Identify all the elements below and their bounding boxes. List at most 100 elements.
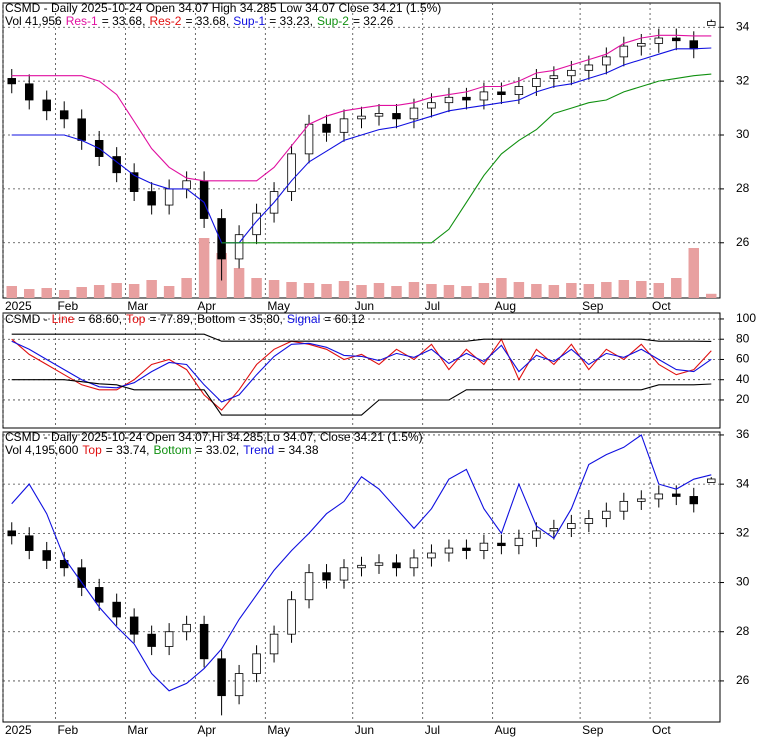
candle-body — [392, 113, 401, 120]
header-item: = 33.23, — [269, 14, 313, 28]
candle-body — [427, 552, 436, 559]
x-tick-label: Jul — [425, 299, 440, 313]
candle-body — [182, 180, 191, 190]
candle-body — [24, 535, 34, 551]
volume-bar — [233, 268, 245, 298]
series-line — [11, 338, 712, 411]
series-line — [11, 379, 712, 416]
x-tick-label: Jun — [355, 723, 374, 737]
y-tick-label: 80 — [736, 331, 750, 345]
candle-body — [252, 212, 261, 236]
candle-body — [619, 500, 629, 512]
candle-body — [707, 21, 716, 26]
candle-body — [689, 40, 699, 50]
header-item: Line — [52, 312, 75, 326]
header-item: Bottom — [197, 312, 235, 326]
volume-bar — [373, 283, 385, 298]
volume-bar — [706, 293, 717, 298]
candle-body — [707, 478, 716, 483]
candle-body — [269, 633, 279, 655]
x-tick-label: Sep — [582, 299, 604, 313]
x-tick-label: Apr — [197, 299, 216, 313]
candle-body — [584, 64, 594, 71]
volume-bar — [513, 282, 525, 298]
volume-bar — [58, 290, 70, 298]
candle-body — [409, 107, 419, 120]
candle-body — [304, 572, 314, 601]
candle-body — [199, 623, 209, 660]
panel-frame — [2, 312, 721, 429]
candle-body — [252, 653, 261, 674]
y-tick-label: 34 — [736, 19, 750, 33]
y-tick-label: 28 — [736, 624, 750, 638]
header-item: = 60.12 — [324, 312, 365, 326]
volume-bar — [146, 280, 157, 298]
candle-body — [689, 496, 699, 505]
x-tick-label: Apr — [197, 723, 216, 737]
candle-body — [497, 91, 506, 95]
candle-body — [112, 601, 121, 618]
x-tick-label: Aug — [495, 299, 516, 313]
x-tick-label: Oct — [652, 723, 671, 737]
header-line: Vol 41,956 Res-1 = 33.68, Res-2 = 33.68, Sup-… — [5, 14, 394, 28]
volume-bar — [163, 286, 175, 298]
candle-body — [602, 56, 611, 66]
y-tick-label: 60 — [736, 352, 750, 366]
y-tick-label: 30 — [736, 575, 750, 589]
volume-bar — [636, 281, 647, 298]
volume-bar — [76, 287, 87, 298]
candle-body — [164, 188, 174, 206]
panel-frame — [2, 431, 721, 723]
x-tick-label: Feb — [57, 723, 78, 737]
candle-body — [147, 191, 156, 206]
header-item: Vol 4,195,600 — [5, 443, 79, 457]
volume-bar — [618, 280, 630, 298]
candle-body — [77, 567, 86, 588]
volume-bar — [128, 284, 140, 298]
x-tick-label: 2025 — [5, 723, 32, 737]
x-tick-label: Mar — [127, 723, 148, 737]
candle-body — [497, 542, 506, 547]
volume-bar — [566, 283, 577, 298]
y-tick-label: 34 — [736, 476, 750, 490]
series-line — [11, 34, 712, 182]
candle-body — [42, 550, 51, 561]
candle-body — [304, 123, 314, 155]
candle-body — [374, 562, 384, 566]
volume-bar — [251, 278, 262, 298]
candle-body — [94, 587, 104, 603]
candle-body — [602, 510, 611, 519]
candle-body — [672, 493, 681, 497]
header-line: CSMD - Line = 68.60, Top = 77.89, Bottom = 35.… — [5, 312, 365, 326]
candle-body — [567, 69, 576, 77]
series-line — [11, 333, 712, 342]
x-tick-label: May — [267, 299, 290, 313]
candle-body — [444, 96, 454, 104]
volume-bar — [41, 288, 52, 298]
candle-body — [567, 523, 576, 529]
header-item: = 68.60, — [78, 312, 122, 326]
candle-body — [322, 123, 331, 133]
volume-bar — [338, 281, 350, 298]
candle-body — [42, 99, 51, 112]
candle-body — [339, 567, 349, 581]
series-line — [11, 340, 712, 403]
volume-bar — [6, 286, 17, 298]
volume-bar — [653, 283, 665, 298]
header-item: = 33.02, — [196, 443, 240, 457]
candle-body — [479, 542, 489, 551]
y-tick-label: 28 — [736, 181, 750, 195]
volume-bar — [93, 285, 105, 298]
x-tick-label: Sep — [582, 723, 604, 737]
volume-bar — [601, 282, 612, 298]
volume-bar — [181, 278, 192, 298]
volume-bar — [286, 282, 297, 298]
y-tick-label: 26 — [736, 235, 750, 249]
volume-bar — [391, 286, 402, 298]
candle-body — [339, 118, 349, 133]
candle-body — [217, 218, 226, 260]
y-tick-label: 26 — [736, 673, 750, 687]
y-tick-label: 36 — [736, 427, 750, 441]
candle-body — [287, 599, 296, 635]
